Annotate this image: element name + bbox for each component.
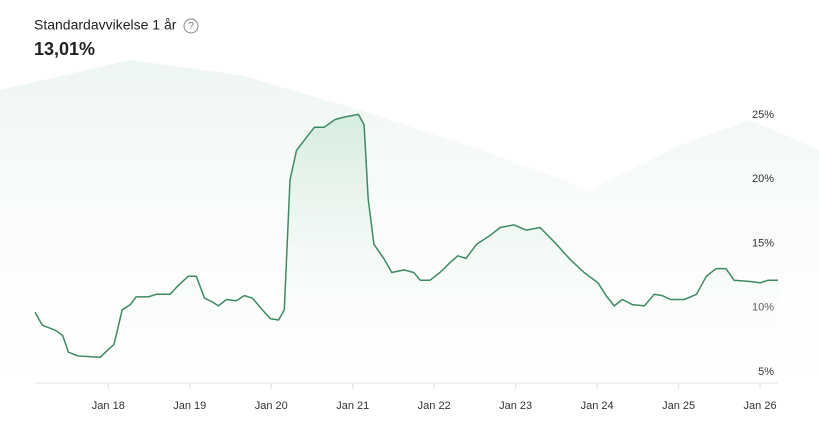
y-tick-label: 20% <box>752 173 774 185</box>
x-tick-label: Jan 24 <box>581 400 614 412</box>
x-tick-label: Jan 20 <box>255 400 288 412</box>
chart-title: Standardavvikelse 1 år <box>34 17 177 33</box>
y-tick-label: 25% <box>752 109 774 121</box>
svg-text:?: ? <box>188 21 194 32</box>
x-tick-label: Jan 22 <box>418 400 451 412</box>
area <box>35 114 778 384</box>
x-tick-label: Jan 21 <box>336 400 369 412</box>
x-tick-label: Jan 26 <box>744 400 777 412</box>
x-tick-label: Jan 23 <box>499 400 532 412</box>
x-tick-label: Jan 18 <box>92 400 125 412</box>
help-icon[interactable]: ? <box>183 18 199 34</box>
line <box>34 113 778 359</box>
x-tick-label: Jan 19 <box>173 400 206 412</box>
current-value: 13,01% <box>34 39 95 59</box>
x-tick-label: Jan 25 <box>662 400 695 412</box>
y-tick-label: 15% <box>752 237 774 249</box>
